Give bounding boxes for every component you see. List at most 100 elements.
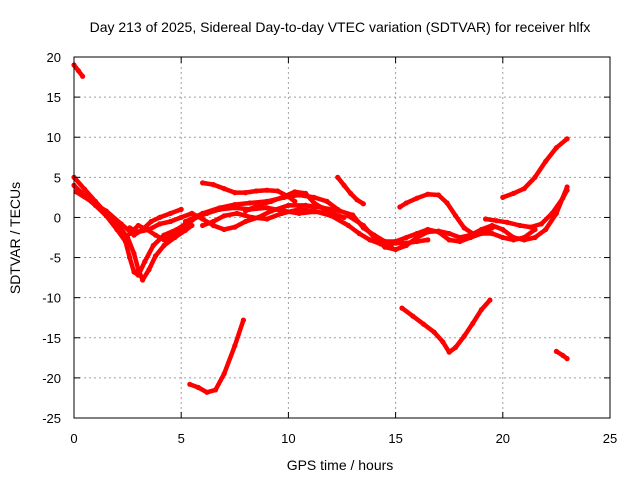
data-point xyxy=(403,242,409,249)
data-point xyxy=(182,222,189,229)
data-point xyxy=(281,194,287,200)
y-tick-label: 20 xyxy=(47,50,61,65)
data-point xyxy=(221,213,227,219)
data-point xyxy=(221,371,227,377)
plot-frame xyxy=(73,56,611,419)
data-point xyxy=(371,234,377,241)
y-tick-label: 15 xyxy=(47,90,61,105)
data-point xyxy=(103,208,109,214)
data-point xyxy=(564,136,570,142)
data-point xyxy=(210,182,216,188)
data-point xyxy=(311,200,317,206)
data-point xyxy=(148,218,154,225)
data-point xyxy=(127,225,133,231)
data-point xyxy=(521,234,527,241)
y-tick-label: 10 xyxy=(47,130,61,145)
data-point xyxy=(178,206,184,212)
data-point xyxy=(296,210,302,216)
data-point xyxy=(461,225,467,231)
data-point xyxy=(135,222,141,229)
series-arc-8 xyxy=(200,206,394,249)
data-point xyxy=(420,321,427,327)
data-point xyxy=(242,190,249,196)
data-point xyxy=(80,73,86,79)
data-point xyxy=(521,186,527,192)
data-point xyxy=(446,230,452,237)
data-point xyxy=(341,214,347,220)
y-tick-label: -5 xyxy=(49,251,61,266)
data-point xyxy=(532,174,538,180)
data-point xyxy=(157,221,163,227)
data-point xyxy=(444,200,450,206)
data-point xyxy=(212,387,219,393)
data-point xyxy=(118,221,124,227)
data-point xyxy=(483,216,489,222)
data-point xyxy=(322,206,328,212)
data-point xyxy=(187,381,193,387)
data-point xyxy=(560,352,566,358)
y-tick-label: -20 xyxy=(42,371,61,386)
data-point xyxy=(468,234,474,241)
data-point xyxy=(88,198,94,204)
data-point xyxy=(328,213,334,219)
x-tick-label: 20 xyxy=(496,431,510,446)
data-point xyxy=(504,219,510,225)
data-point xyxy=(131,250,137,257)
y-tick-label: -25 xyxy=(42,411,61,426)
data-point xyxy=(242,208,249,214)
data-point xyxy=(472,232,478,238)
series-arc-10 xyxy=(242,189,328,214)
data-point xyxy=(182,218,189,225)
data-point xyxy=(425,237,431,243)
data-point xyxy=(127,230,133,237)
data-point xyxy=(161,232,167,238)
data-point xyxy=(232,202,238,208)
data-point xyxy=(356,230,362,237)
data-point xyxy=(292,189,298,195)
series-arc-16 xyxy=(483,187,570,230)
data-point xyxy=(200,216,206,222)
data-point xyxy=(549,210,555,216)
data-point xyxy=(489,225,495,231)
data-point xyxy=(255,202,261,208)
data-point xyxy=(483,229,489,235)
data-point xyxy=(135,272,141,278)
data-point xyxy=(425,226,431,233)
data-point xyxy=(157,214,163,220)
data-point xyxy=(167,218,174,225)
y-tick-label: -10 xyxy=(42,291,61,306)
data-point xyxy=(189,210,195,216)
data-point xyxy=(335,206,341,212)
y-tick-label: 0 xyxy=(54,210,61,225)
data-point xyxy=(425,191,431,197)
data-point xyxy=(335,174,341,180)
data-point xyxy=(360,201,366,207)
data-point xyxy=(440,339,446,345)
data-point xyxy=(142,259,148,265)
x-tick-label: 15 xyxy=(388,431,402,446)
data-point xyxy=(114,226,120,233)
data-point xyxy=(414,195,420,201)
data-point xyxy=(200,210,206,216)
data-point xyxy=(204,389,210,395)
data-point xyxy=(268,208,274,214)
data-point xyxy=(240,317,246,323)
data-point xyxy=(152,232,159,238)
series-arc-9 xyxy=(200,180,298,204)
data-point xyxy=(532,234,538,241)
data-point xyxy=(253,188,259,194)
data-point xyxy=(528,224,534,230)
data-point xyxy=(249,214,255,220)
series-arc-12 xyxy=(345,184,570,253)
data-point xyxy=(393,238,399,245)
data-point xyxy=(200,180,206,186)
data-point xyxy=(399,305,405,311)
data-point xyxy=(140,277,146,283)
data-point xyxy=(324,198,330,204)
y-tick-label: 5 xyxy=(54,170,61,185)
data-point xyxy=(493,218,499,224)
data-point xyxy=(393,246,399,253)
x-tick-label: 0 xyxy=(70,431,77,446)
data-point xyxy=(461,333,467,339)
